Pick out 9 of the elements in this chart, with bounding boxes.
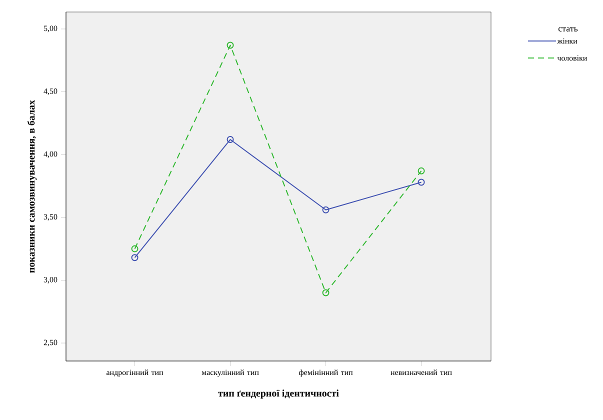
x-axis-title: тип ґендерної ідентичності bbox=[218, 390, 339, 399]
y-axis-title: показники самозвинувачення, в балах bbox=[27, 100, 37, 273]
legend-title: стать bbox=[558, 27, 578, 32]
point bbox=[226, 136, 234, 144]
point bbox=[131, 245, 138, 252]
point bbox=[226, 42, 234, 49]
point bbox=[322, 206, 330, 214]
point bbox=[322, 289, 330, 296]
point bbox=[418, 167, 425, 174]
